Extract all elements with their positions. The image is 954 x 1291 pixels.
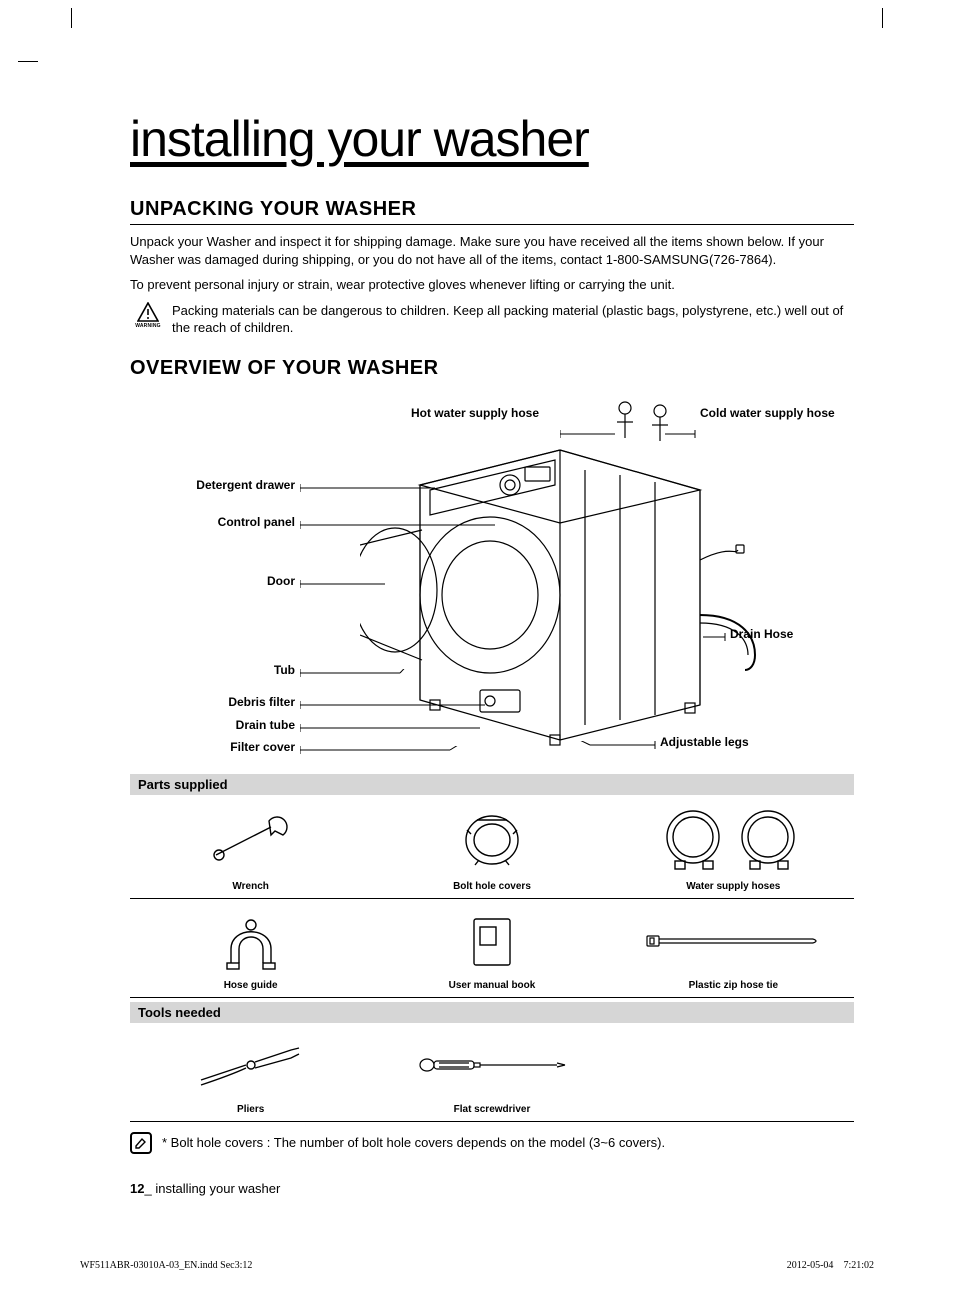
parts-row: Wrench Bolt hole covers Water suppl	[130, 795, 854, 899]
warning-text: Packing materials can be dangerous to ch…	[172, 302, 854, 337]
empty-slot	[617, 1033, 850, 1109]
note-text: * Bolt hole covers : The number of bolt …	[162, 1135, 665, 1150]
warning-icon-wrap: WARNING	[130, 302, 166, 329]
print-date: 2012-05-04	[787, 1260, 834, 1271]
pliers-icon	[134, 1033, 367, 1098]
label-hot-water: Hot water supply hose	[390, 406, 560, 420]
part-wrench: Wrench	[130, 795, 371, 898]
page-sep: _	[144, 1181, 151, 1196]
tool-pliers: Pliers	[130, 1023, 371, 1121]
overview-heading: OVERVIEW OF YOUR WASHER	[130, 357, 854, 380]
leader-line	[530, 741, 658, 781]
water-hose-icon	[617, 805, 850, 875]
tools-row: Pliers Flat screwdriver	[130, 1023, 854, 1122]
parts-row: Hose guide User manual book Plastic zip …	[130, 899, 854, 998]
tool-label: Flat screwdriver	[454, 1104, 531, 1115]
part-water-supply-hoses: Water supply hoses	[613, 795, 854, 898]
parts-supplied-band: Parts supplied	[130, 774, 854, 795]
label-drain-hose-text: Drain Hose	[730, 627, 793, 641]
tool-label: Pliers	[237, 1104, 264, 1115]
leader-line	[703, 633, 728, 641]
print-file: WF511ABR-03010A-03_EN.indd Sec3:12	[80, 1260, 252, 1271]
part-hose-guide: Hose guide	[130, 899, 371, 997]
label-debris-filter-text: Debris filter	[228, 695, 295, 709]
page-footer: 12_ installing your washer	[130, 1181, 280, 1196]
leader-line	[300, 746, 510, 776]
crop-mark	[60, 8, 72, 28]
tools-needed-band: Tools needed	[130, 1002, 854, 1023]
part-label: Water supply hoses	[686, 881, 780, 892]
label-filter-cover: Filter cover	[130, 740, 295, 754]
leader-line	[300, 724, 485, 732]
label-filter-cover-text: Filter cover	[230, 740, 295, 754]
part-label: Bolt hole covers	[453, 881, 531, 892]
label-adjustable-legs-text: Adjustable legs	[660, 735, 749, 749]
part-user-manual: User manual book	[371, 899, 612, 997]
label-tub-text: Tub	[274, 663, 295, 677]
label-door: Door	[130, 574, 295, 588]
label-detergent-text: Detergent drawer	[196, 478, 295, 492]
label-hot-water-text: Hot water supply hose	[411, 406, 539, 420]
label-control-panel-text: Control panel	[218, 515, 295, 529]
washer-illustration	[360, 395, 780, 765]
part-zip-tie: Plastic zip hose tie	[613, 899, 854, 997]
leader-line	[300, 580, 390, 588]
part-label: User manual book	[449, 980, 536, 991]
leader-line	[560, 428, 620, 440]
print-time: 7:21:02	[843, 1260, 874, 1271]
label-adjustable-legs: Adjustable legs	[660, 735, 749, 749]
label-detergent: Detergent drawer	[130, 478, 295, 492]
content-area: installing your washer UNPACKING YOUR WA…	[130, 110, 854, 1154]
manual-book-icon	[375, 909, 608, 974]
note-icon	[130, 1132, 152, 1154]
warning-block: WARNING Packing materials can be dangero…	[130, 302, 854, 337]
zip-tie-icon	[617, 909, 850, 974]
tool-screwdriver: Flat screwdriver	[371, 1023, 612, 1121]
label-door-text: Door	[267, 574, 295, 588]
page-section-label: installing your washer	[155, 1181, 280, 1196]
page: installing your washer UNPACKING YOUR WA…	[0, 0, 954, 1291]
label-cold-water: Cold water supply hose	[700, 406, 850, 420]
crop-mark	[882, 8, 894, 28]
label-drain-hose: Drain Hose	[730, 627, 793, 641]
leader-line	[300, 701, 490, 709]
leader-line	[665, 428, 700, 440]
unpacking-heading: UNPACKING YOUR WASHER	[130, 198, 854, 225]
screwdriver-icon	[375, 1033, 608, 1098]
leader-line	[300, 521, 500, 529]
label-tub: Tub	[130, 663, 295, 677]
unpacking-paragraph-1: Unpack your Washer and inspect it for sh…	[130, 233, 854, 268]
part-label: Hose guide	[224, 980, 278, 991]
label-debris-filter: Debris filter	[130, 695, 295, 709]
page-number: 12	[130, 1181, 144, 1196]
tool-empty	[613, 1023, 854, 1121]
note-row: * Bolt hole covers : The number of bolt …	[130, 1132, 854, 1154]
warning-icon	[137, 302, 159, 322]
washer-diagram: Hot water supply hose Cold water supply …	[130, 390, 854, 770]
label-control-panel: Control panel	[130, 515, 295, 529]
bolt-hole-cover-icon	[375, 805, 608, 875]
label-drain-tube-text: Drain tube	[236, 718, 295, 732]
warning-label: WARNING	[135, 323, 161, 329]
crop-mark	[18, 50, 38, 62]
hose-guide-icon	[134, 909, 367, 974]
label-cold-water-text: Cold water supply hose	[700, 406, 835, 420]
page-title: installing your washer	[130, 110, 854, 168]
label-drain-tube: Drain tube	[130, 718, 295, 732]
part-bolt-hole-covers: Bolt hole covers	[371, 795, 612, 898]
print-footer: WF511ABR-03010A-03_EN.indd Sec3:12 2012-…	[80, 1260, 874, 1271]
unpacking-paragraph-2: To prevent personal injury or strain, we…	[130, 276, 854, 294]
wrench-icon	[134, 805, 367, 875]
leader-line	[300, 484, 440, 492]
part-label: Wrench	[232, 881, 269, 892]
part-label: Plastic zip hose tie	[689, 980, 778, 991]
